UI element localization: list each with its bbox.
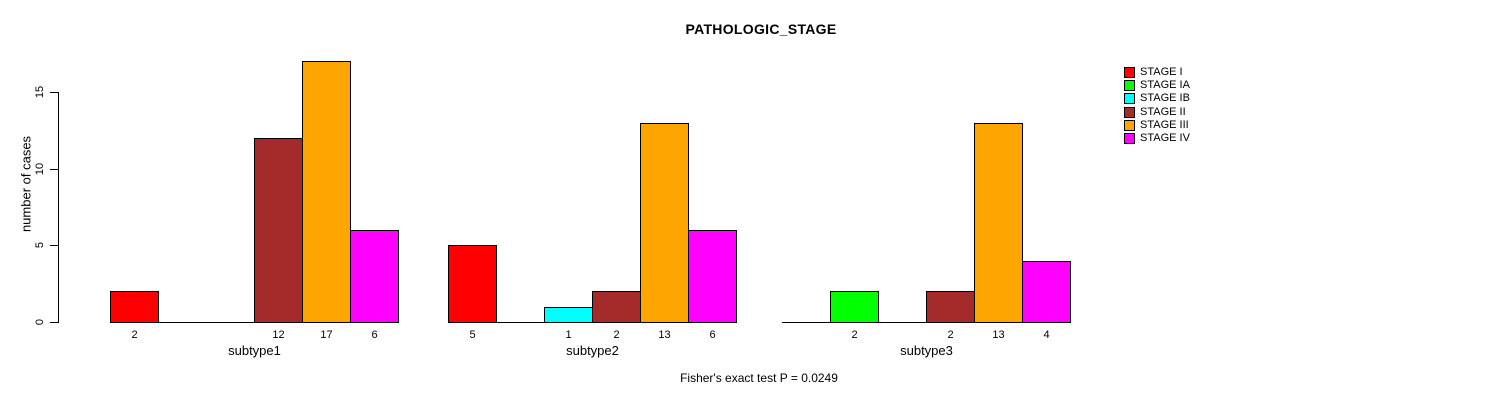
- legend-swatch-stage-ii: [1124, 107, 1135, 118]
- bar-subtype1-stage-i: [110, 291, 159, 323]
- bar-subtype2-stage-ib: [544, 307, 593, 323]
- legend-row-stage-ii: STAGE II: [1124, 107, 1186, 118]
- y-tick: [50, 322, 58, 323]
- bar-value-subtype3-stage-ia: 2: [851, 329, 858, 341]
- y-axis-title-text: number of cases: [18, 135, 34, 233]
- chart-title: PATHOLOGIC_STAGE: [685, 21, 837, 37]
- bar-subtype2-stage-iv: [688, 230, 737, 323]
- bar-value-subtype2-stage-iii: 13: [658, 329, 671, 341]
- legend-label-stage-ib: STAGE IB: [1140, 92, 1190, 104]
- y-tick: [50, 245, 58, 246]
- y-tick-label-text: 5: [34, 241, 46, 249]
- legend-swatch-stage-ib: [1124, 93, 1135, 104]
- bar-subtype1-stage-iv: [350, 230, 399, 323]
- legend-label-stage-iv: STAGE IV: [1140, 132, 1190, 144]
- legend-label-stage-ii: STAGE II: [1140, 106, 1186, 118]
- bar-subtype3-stage-iii: [974, 123, 1023, 323]
- legend-swatch-stage-iii: [1124, 120, 1135, 131]
- bar-value-subtype1-stage-iv: 6: [371, 329, 378, 341]
- y-tick-label-text: 10: [34, 162, 46, 176]
- bar-value-subtype3-stage-iv: 4: [1043, 329, 1050, 341]
- legend-label-stage-ia: STAGE IA: [1140, 79, 1190, 91]
- bar-subtype2-stage-iii: [640, 123, 689, 323]
- legend-label-stage-i: STAGE I: [1140, 66, 1183, 78]
- bar-subtype3-stage-ii: [926, 291, 975, 323]
- group-label-subtype3: subtype3: [900, 343, 953, 358]
- y-axis-line: [58, 92, 59, 323]
- legend-row-stage-iii: STAGE III: [1124, 120, 1189, 131]
- bar-subtype1-stage-iii: [302, 61, 351, 323]
- legend-row-stage-ib: STAGE IB: [1124, 93, 1190, 104]
- y-tick: [50, 92, 58, 93]
- bar-subtype2-stage-i: [448, 245, 497, 323]
- bar-value-subtype2-stage-i: 5: [469, 329, 476, 341]
- y-tick-label-text: 0: [34, 318, 46, 326]
- legend-row-stage-ia: STAGE IA: [1124, 80, 1190, 91]
- bar-subtype2-stage-ii: [592, 291, 641, 323]
- legend-swatch-stage-iv: [1124, 133, 1135, 144]
- legend-row-stage-i: STAGE I: [1124, 67, 1183, 78]
- bar-value-subtype1-stage-i: 2: [131, 329, 138, 341]
- fisher-test-caption: Fisher's exact test P = 0.0249: [680, 371, 838, 385]
- bar-value-subtype2-stage-ib: 1: [565, 329, 572, 341]
- bar-subtype1-stage-ii: [254, 138, 303, 323]
- bar-value-subtype2-stage-ii: 2: [613, 329, 620, 341]
- legend-row-stage-iv: STAGE IV: [1124, 133, 1190, 144]
- group-label-subtype2: subtype2: [566, 343, 619, 358]
- bar-subtype3-stage-iv: [1022, 261, 1071, 323]
- bar-value-subtype2-stage-iv: 6: [709, 329, 716, 341]
- legend-swatch-stage-ia: [1124, 80, 1135, 91]
- bar-value-subtype3-stage-ii: 2: [947, 329, 954, 341]
- y-tick: [50, 169, 58, 170]
- legend-swatch-stage-i: [1124, 67, 1135, 78]
- y-tick-label-text: 15: [34, 85, 46, 99]
- bar-value-subtype1-stage-ii: 12: [272, 329, 285, 341]
- bar-subtype3-stage-ia: [830, 291, 879, 323]
- bar-value-subtype1-stage-iii: 17: [320, 329, 333, 341]
- legend-label-stage-iii: STAGE III: [1140, 119, 1189, 131]
- bar-value-subtype3-stage-iii: 13: [992, 329, 1005, 341]
- group-label-subtype1: subtype1: [228, 343, 281, 358]
